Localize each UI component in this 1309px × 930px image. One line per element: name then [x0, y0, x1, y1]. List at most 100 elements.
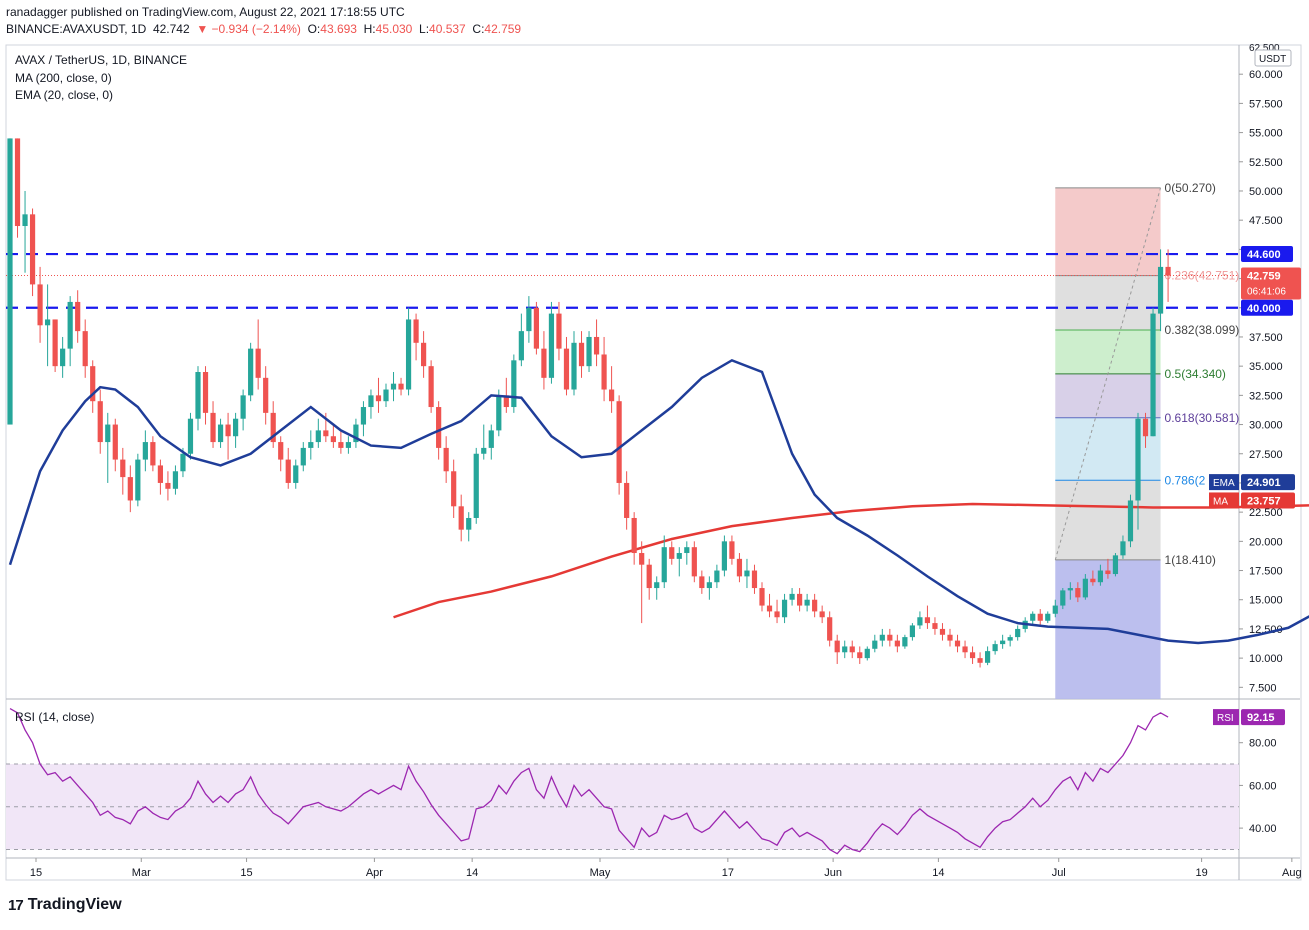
y-tick-label: 60.000	[1249, 69, 1283, 81]
candle-body	[812, 599, 818, 612]
candle-body	[736, 558, 743, 577]
x-tick-label: 14	[932, 867, 944, 879]
y-tick-label: 50.000	[1249, 186, 1283, 198]
candle-body	[375, 395, 382, 402]
candle-body	[511, 360, 517, 408]
level-label: 40.000	[1247, 303, 1281, 315]
candle-body	[1165, 266, 1171, 276]
fib-label: 0.236(42.751)	[1165, 269, 1240, 283]
fib-label: 0.5(34.340)	[1165, 367, 1226, 381]
candle-body	[443, 447, 449, 472]
candle-body	[202, 372, 209, 413]
candle-body	[789, 593, 795, 600]
open-label: O:	[307, 22, 321, 36]
x-tick-label: 14	[466, 867, 478, 879]
candle-body	[29, 214, 36, 285]
fib-zone	[1055, 275, 1161, 330]
candle-body	[225, 424, 231, 437]
y-tick-label: 47.500	[1249, 215, 1283, 227]
candle-body	[278, 442, 284, 460]
candle-body	[909, 625, 915, 638]
candle-body	[1142, 418, 1149, 437]
candle-body	[293, 465, 299, 483]
candle-body	[985, 651, 991, 663]
candle-body	[864, 648, 870, 659]
countdown-label: 06:41:06	[1247, 287, 1286, 298]
candle-body	[127, 477, 133, 501]
high-value: 45.030	[375, 22, 413, 36]
candle-body	[52, 319, 58, 367]
candle-body	[7, 138, 13, 425]
candle-body	[1015, 628, 1021, 638]
candle-body	[781, 599, 788, 618]
candle-body	[1157, 266, 1164, 314]
currency-label: USDT	[1259, 54, 1286, 65]
indicator-tag-bg	[1209, 474, 1239, 491]
candle-body	[1007, 637, 1013, 641]
symbol: BINANCE:AVAXUSDT, 1D	[6, 22, 147, 36]
candle-body	[556, 313, 562, 349]
low-label: L:	[419, 22, 430, 36]
publisher-line: ranadagger published on TradingView.com,…	[6, 5, 405, 19]
x-tick-label: 15	[240, 867, 252, 879]
candle-body	[1127, 500, 1134, 542]
candle-body	[338, 442, 344, 448]
rsi-tick-label: 80.00	[1249, 738, 1277, 750]
candle-body	[1000, 640, 1006, 645]
candle-body	[684, 547, 690, 554]
x-tick-label: 19	[1195, 867, 1207, 879]
candle-body	[894, 640, 900, 647]
ema20-line	[8, 358, 1309, 645]
candle-body	[1052, 605, 1058, 614]
candle-body	[413, 319, 419, 343]
candle-body	[330, 436, 336, 443]
y-tick-label: 55.000	[1249, 128, 1283, 140]
candle-body	[1060, 590, 1066, 606]
legend-pair: AVAX / TetherUS, 1D, BINANCE	[15, 53, 188, 67]
candle-body	[879, 634, 885, 641]
currency-label-bg	[1254, 49, 1292, 67]
rsi-line	[9, 707, 1169, 855]
candle-body	[75, 301, 81, 332]
candle-body	[368, 395, 374, 408]
fib-label: 1(18.410)	[1165, 553, 1216, 567]
candle-body	[1112, 555, 1119, 575]
candle-body	[60, 348, 66, 367]
candle-body	[90, 366, 96, 402]
candle-body	[939, 628, 946, 635]
candle-body	[135, 459, 141, 501]
close-label: C:	[472, 22, 485, 36]
candle-body	[255, 348, 261, 378]
candle-body	[902, 637, 908, 647]
candle-body	[872, 640, 878, 649]
indicator-value-label: 24.901	[1247, 477, 1281, 489]
candle-body	[669, 547, 675, 559]
candle-body	[729, 541, 735, 559]
candle-body	[285, 459, 291, 483]
candle-body	[187, 418, 194, 454]
candle-body	[954, 640, 961, 647]
y-tick-label: 57.500	[1249, 98, 1283, 110]
indicator-tag-name: EMA	[1213, 478, 1235, 489]
y-tick-label: 10.000	[1249, 653, 1283, 665]
y-tick-label: 15.000	[1249, 595, 1283, 607]
y-tick-label: 30.000	[1249, 420, 1283, 432]
candle-body	[842, 646, 848, 653]
candle-body	[721, 541, 727, 571]
candle-body	[819, 611, 825, 618]
tradingview-brand[interactable]: 17 TradingView	[8, 896, 122, 914]
candle-body	[834, 640, 840, 653]
y-tick-label: 27.500	[1249, 449, 1283, 461]
candle-body	[586, 336, 592, 367]
x-tick-label: 15	[30, 867, 42, 879]
rsi-tag-name: RSI	[1217, 713, 1234, 724]
candle-body	[654, 582, 660, 589]
candle-body	[751, 570, 758, 589]
candle-body	[210, 412, 216, 443]
candle-body	[157, 465, 163, 483]
candle-body	[37, 284, 43, 326]
low-value: 40.537	[429, 22, 466, 36]
x-tick-label: Apr	[366, 867, 383, 879]
